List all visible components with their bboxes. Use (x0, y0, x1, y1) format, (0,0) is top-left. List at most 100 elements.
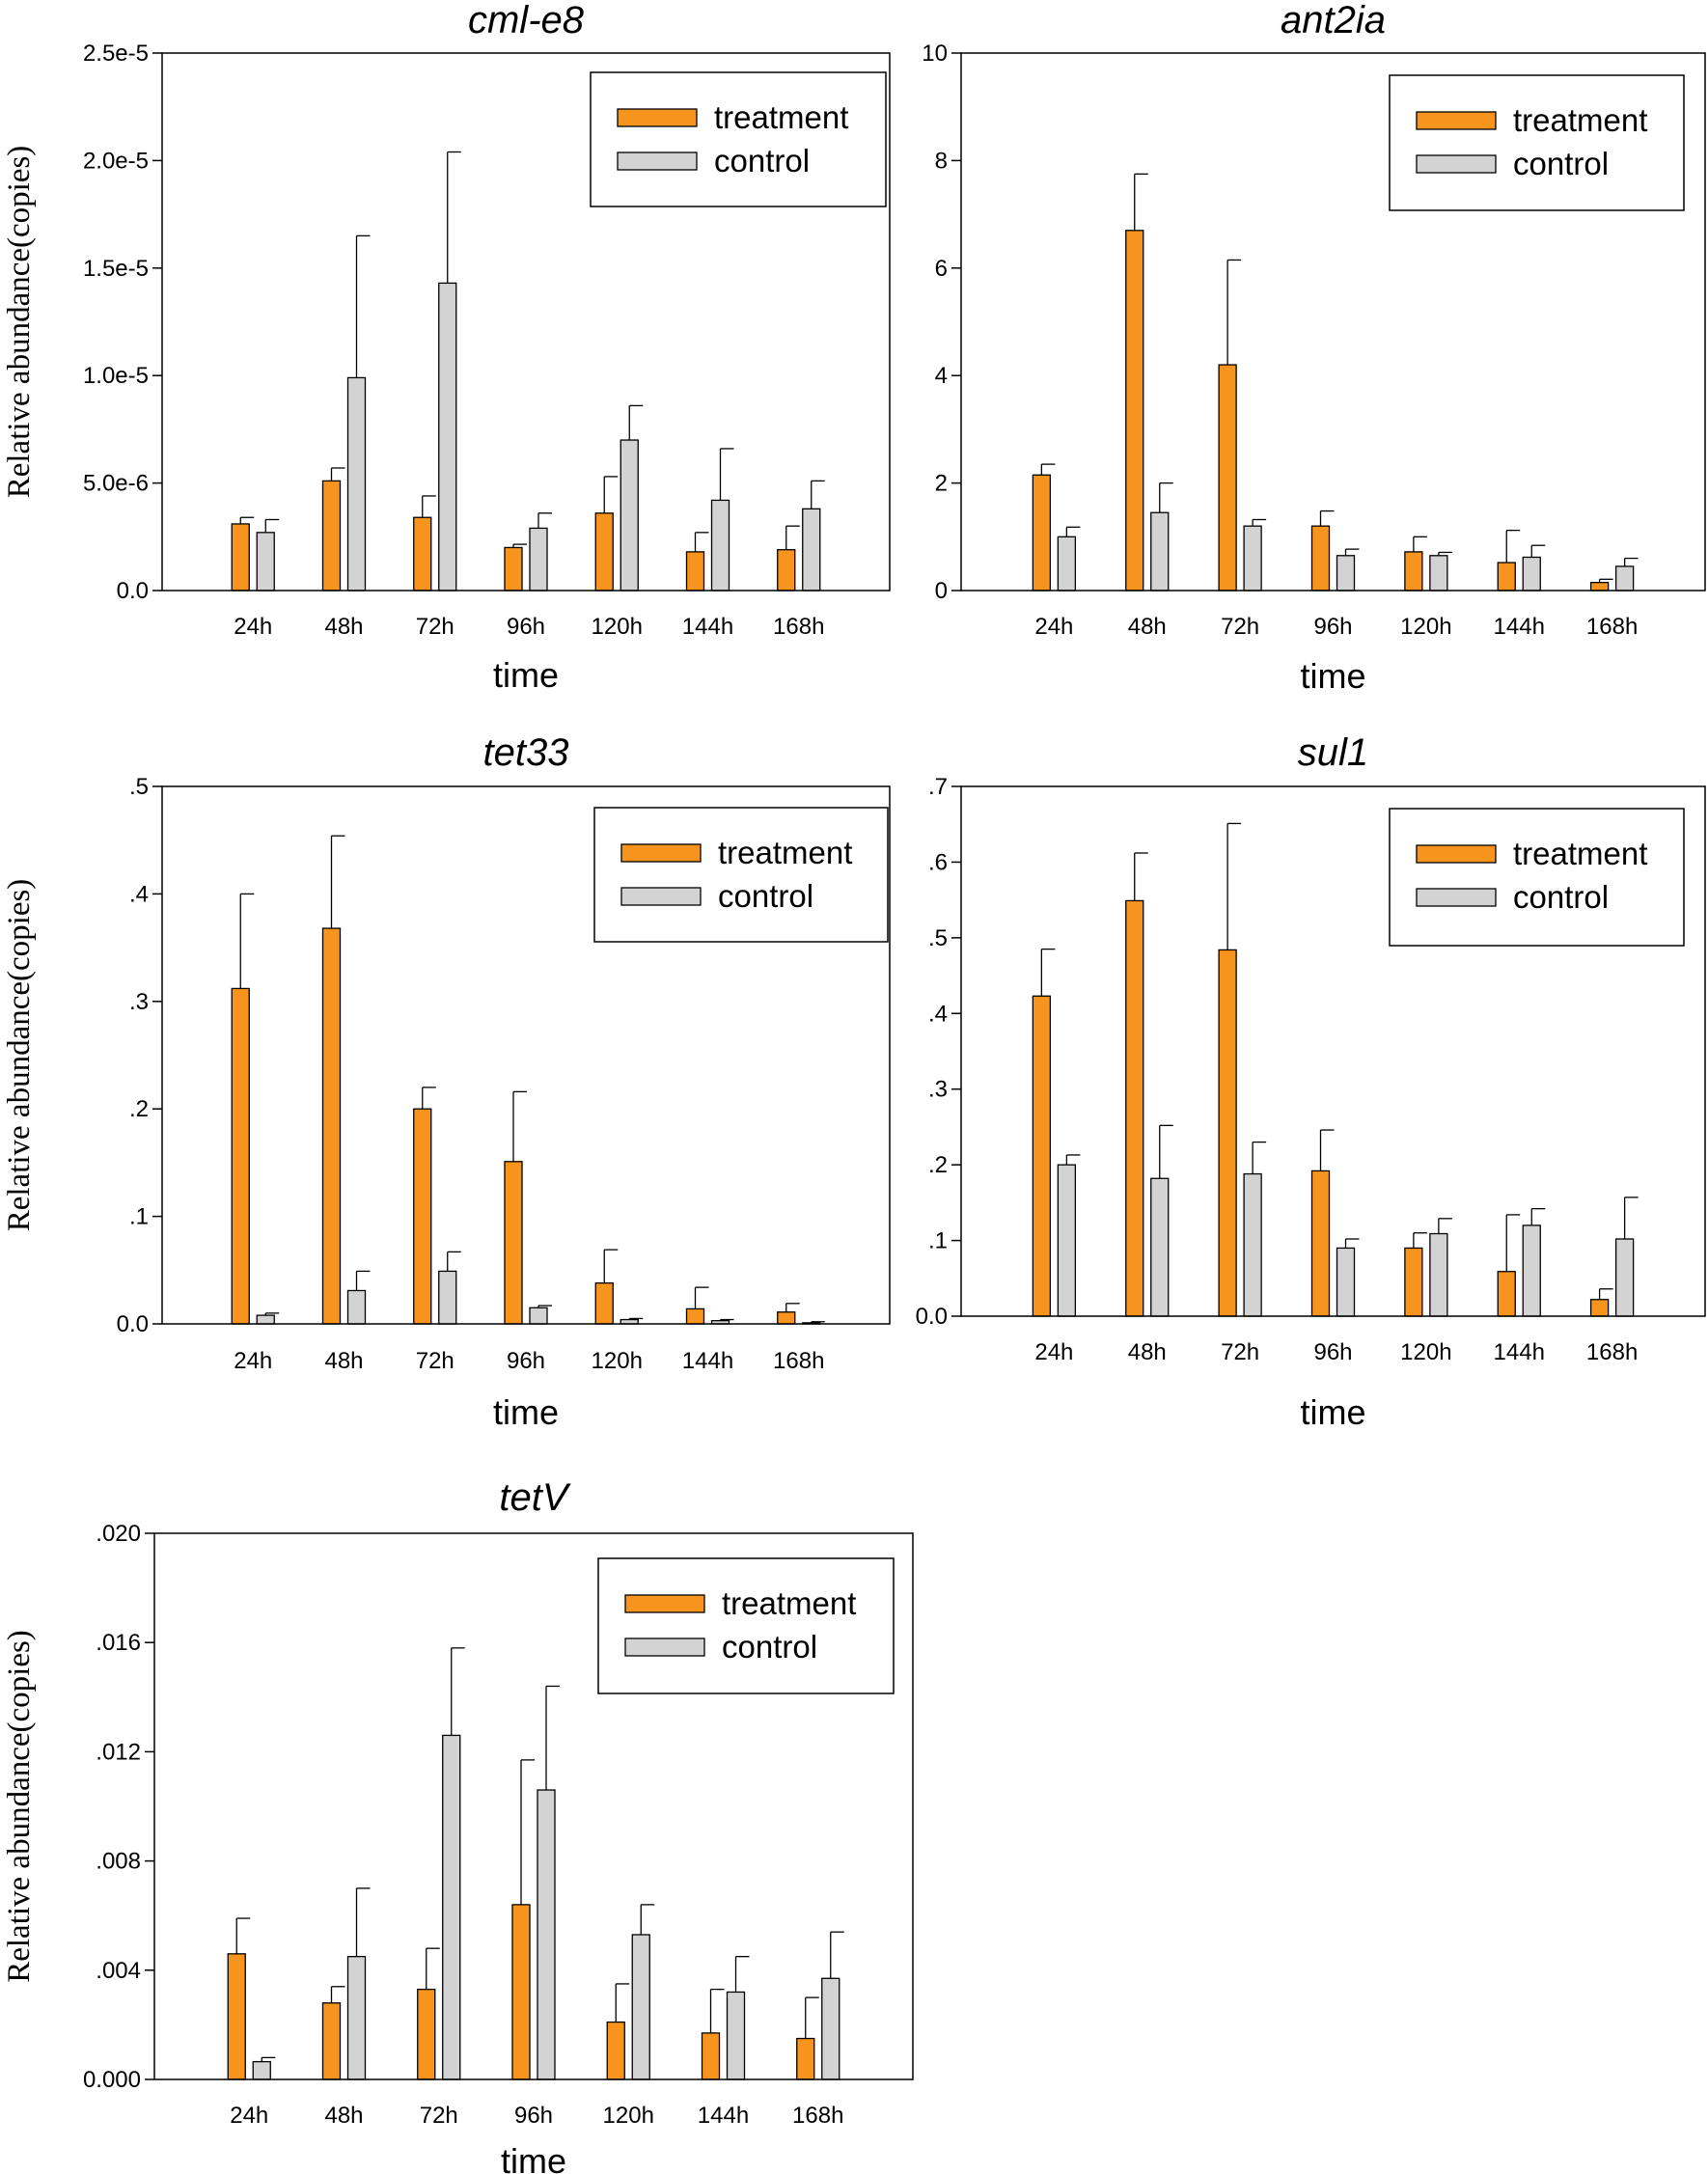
bar-treatment-120h (594, 1282, 614, 1325)
bar-treatment-144h (1497, 1271, 1516, 1317)
y-tick-label: .4 (129, 881, 149, 907)
y-tick-label: 4 (935, 363, 948, 389)
y-tick-label: 10 (922, 41, 948, 67)
y-tick-label: .008 (96, 1849, 141, 1875)
bar-treatment-168h (796, 2037, 815, 2080)
y-axis-label: Relative abundance(copies) (2, 1630, 37, 1983)
chart-title: tetV (499, 1476, 570, 1519)
x-tick-label: 96h (507, 1348, 545, 1374)
bar-control-144h (726, 1991, 746, 2080)
bar-treatment-72h (413, 516, 432, 592)
x-tick-label: 72h (1221, 1339, 1259, 1365)
legend-label-control: control (1513, 146, 1609, 181)
bar-control-24h (1057, 1164, 1077, 1317)
y-tick-label: 1.0e-5 (83, 363, 149, 389)
y-tick-label: .004 (96, 1958, 141, 1984)
bar-treatment-72h (1218, 364, 1237, 592)
chart-sul1: sul1 0.0 .1 .2 .3 .4 .5 .6 .7 24h 48h 72h 96h 120h 144… (916, 731, 1706, 1432)
x-tick-label: 120h (592, 614, 643, 640)
bar-treatment-168h (777, 1311, 796, 1325)
bar-treatment-96h (511, 1904, 531, 2080)
bar-control-168h (821, 1977, 840, 2080)
chart-cml-e8: cml-e8 0.0 5.0e-6 1.0e-5 1.5e-5 2.0e-5 2.5e-5 2… (2, 0, 891, 695)
plot-frame (161, 785, 891, 1325)
legend-swatch-control (617, 151, 698, 171)
chart-ant2ia: ant2ia 0 2 4 6 8 10 24h 48h 72h 96h 120h 144h 168h tim… (922, 0, 1706, 696)
x-axis-label: time (501, 2141, 566, 2174)
bar-control-24h (1057, 536, 1077, 592)
bar-control-144h (1522, 1225, 1541, 1317)
x-tick-label: 144h (1494, 1339, 1545, 1365)
y-axis-label: Relative abundance(copies) (2, 879, 37, 1232)
bar-treatment-72h (417, 1988, 436, 2080)
y-tick-label: .016 (96, 1630, 141, 1656)
y-tick-label: .7 (928, 774, 948, 800)
y-tick-label: 0.0 (117, 578, 149, 604)
bar-treatment-72h (1218, 949, 1237, 1317)
legend-label-control: control (714, 143, 810, 179)
y-tick-label: 2.5e-5 (83, 41, 149, 67)
bar-treatment-48h (1125, 230, 1144, 592)
x-tick-label: 96h (507, 614, 545, 640)
x-axis-label: time (493, 655, 559, 695)
y-tick-label: 0.000 (83, 2067, 141, 2093)
x-axis-label: time (1300, 1392, 1365, 1432)
bar-control-72h (438, 282, 457, 592)
bar-treatment-48h (321, 927, 342, 1325)
bar-control-72h (442, 1734, 461, 2080)
x-tick-label: 120h (592, 1348, 643, 1374)
bar-treatment-24h (1032, 995, 1052, 1317)
legend-swatch-treatment (624, 1594, 705, 1613)
y-axis-label: Relative abundance(copies) (2, 146, 37, 499)
chart-title: tet33 (483, 731, 569, 774)
bar-control-168h (1614, 565, 1635, 592)
legend-swatch-treatment (617, 108, 698, 127)
bar-treatment-48h (1125, 899, 1144, 1317)
legend-swatch-control (1416, 888, 1497, 907)
y-tick-label: 6 (935, 256, 948, 282)
chart-tetV: tetV 0.000 .004 .008 .012 .016 .020 24h 48h 72h 96… (2, 1476, 914, 2174)
x-tick-label: 48h (1128, 614, 1167, 640)
y-tick-label: 5.0e-6 (83, 471, 149, 497)
x-tick-label: 120h (603, 2103, 654, 2129)
bar-treatment-96h (504, 546, 523, 592)
x-tick-label: 72h (416, 1348, 455, 1374)
x-tick-label: 72h (1221, 614, 1259, 640)
bar-control-144h (1522, 556, 1541, 592)
x-tick-label: 168h (773, 1348, 824, 1374)
legend-swatch-control (1416, 154, 1497, 174)
y-tick-label: .3 (928, 1077, 948, 1103)
plot-frame (960, 52, 1706, 592)
bar-treatment-144h (685, 551, 705, 592)
x-tick-label: 96h (1313, 1339, 1352, 1365)
bar-control-168h (1614, 1238, 1635, 1317)
y-tick-label: .6 (928, 849, 948, 875)
legend-label-treatment: treatment (714, 99, 848, 135)
bar-control-120h (1429, 1232, 1448, 1317)
chart-title: cml-e8 (468, 0, 585, 41)
legend-label-treatment: treatment (722, 1585, 856, 1621)
legend-swatch-treatment (620, 843, 702, 863)
x-tick-label: 24h (230, 2103, 268, 2129)
x-tick-label: 168h (1586, 1339, 1638, 1365)
legend-label-treatment: treatment (1513, 836, 1647, 871)
y-tick-label: .4 (928, 1001, 948, 1027)
bar-treatment-48h (321, 480, 342, 592)
bar-control-168h (802, 508, 821, 592)
x-tick-label: 72h (416, 614, 455, 640)
bar-treatment-24h (231, 987, 250, 1325)
bar-treatment-168h (1589, 1299, 1610, 1317)
x-tick-label: 144h (1494, 614, 1545, 640)
x-tick-label: 120h (1400, 1339, 1451, 1365)
x-tick-label: 24h (1034, 614, 1073, 640)
y-tick-label: 0.0 (117, 1311, 149, 1337)
bar-treatment-120h (606, 2021, 625, 2080)
legend: treatment control (1389, 808, 1685, 947)
legend-label-control: control (722, 1629, 817, 1665)
x-axis-label: time (1300, 656, 1365, 696)
bar-control-48h (346, 1956, 367, 2080)
bar-treatment-96h (504, 1161, 523, 1325)
bar-control-144h (710, 499, 730, 592)
chart-title: ant2ia (1281, 0, 1386, 41)
